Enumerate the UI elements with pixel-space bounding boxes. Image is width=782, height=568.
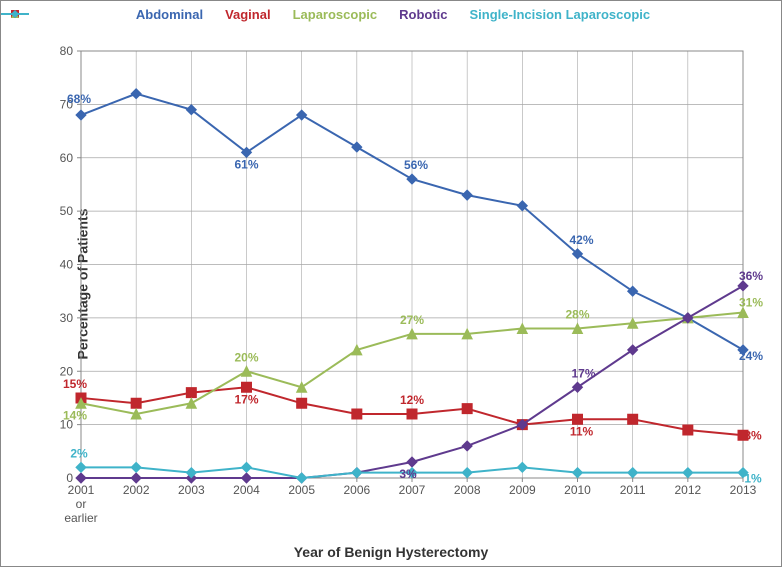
svg-text:68%: 68%: [67, 92, 91, 106]
svg-text:2010: 2010: [564, 483, 591, 497]
svg-text:2001: 2001: [68, 483, 95, 497]
svg-text:27%: 27%: [400, 313, 424, 327]
svg-text:earlier: earlier: [64, 511, 97, 525]
svg-text:80: 80: [60, 44, 74, 58]
chart-svg: 010203040506070802001orearlier2002200320…: [1, 1, 782, 568]
svg-text:56%: 56%: [404, 158, 428, 172]
svg-text:2005: 2005: [288, 483, 315, 497]
svg-text:3%: 3%: [399, 467, 417, 481]
svg-text:2007: 2007: [399, 483, 426, 497]
svg-text:12%: 12%: [400, 393, 424, 407]
svg-text:36%: 36%: [739, 269, 763, 283]
svg-text:20%: 20%: [234, 350, 258, 364]
svg-text:31%: 31%: [739, 296, 763, 310]
svg-text:2012: 2012: [674, 483, 701, 497]
svg-text:8%: 8%: [744, 428, 762, 442]
svg-text:24%: 24%: [739, 349, 763, 363]
svg-text:28%: 28%: [565, 308, 589, 322]
svg-text:2004: 2004: [233, 483, 260, 497]
svg-text:2002: 2002: [123, 483, 150, 497]
svg-text:2011: 2011: [620, 483, 646, 497]
svg-text:61%: 61%: [234, 157, 258, 171]
svg-text:17%: 17%: [571, 366, 595, 380]
svg-text:14%: 14%: [63, 408, 87, 422]
svg-text:2006: 2006: [343, 483, 370, 497]
svg-text:15%: 15%: [63, 377, 87, 391]
chart-container: AbdominalVaginalLaparoscopicRoboticSingl…: [0, 0, 782, 567]
svg-text:2%: 2%: [70, 446, 88, 460]
svg-text:50: 50: [60, 204, 74, 218]
svg-text:17%: 17%: [234, 392, 258, 406]
svg-text:30: 30: [60, 311, 74, 325]
svg-text:60: 60: [60, 151, 74, 165]
svg-text:11%: 11%: [570, 424, 594, 438]
svg-text:or: or: [76, 497, 87, 511]
svg-text:2003: 2003: [178, 483, 205, 497]
svg-text:42%: 42%: [569, 233, 593, 247]
svg-text:2009: 2009: [509, 483, 536, 497]
svg-text:40: 40: [60, 258, 74, 272]
svg-text:2008: 2008: [454, 483, 481, 497]
svg-text:1%: 1%: [744, 472, 762, 486]
